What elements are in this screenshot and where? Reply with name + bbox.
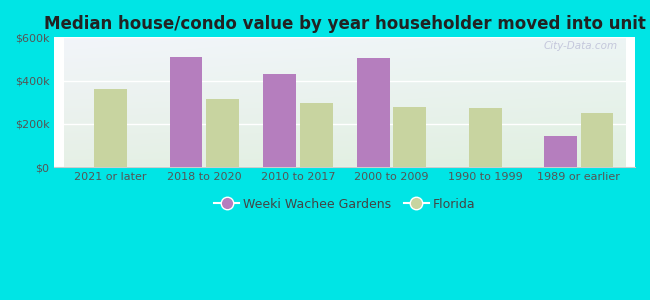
Text: City-Data.com: City-Data.com	[543, 41, 618, 51]
Bar	[393, 106, 426, 167]
Bar	[206, 99, 239, 167]
Bar	[170, 57, 202, 167]
Title: Median house/condo value by year householder moved into unit: Median house/condo value by year househo…	[44, 15, 645, 33]
Bar	[357, 58, 390, 167]
Bar	[580, 113, 614, 167]
Bar	[469, 108, 502, 167]
Bar	[544, 136, 577, 167]
Bar	[300, 103, 333, 167]
Bar	[94, 89, 127, 167]
Legend: Weeki Wachee Gardens, Florida: Weeki Wachee Gardens, Florida	[209, 193, 480, 215]
Bar	[263, 74, 296, 167]
